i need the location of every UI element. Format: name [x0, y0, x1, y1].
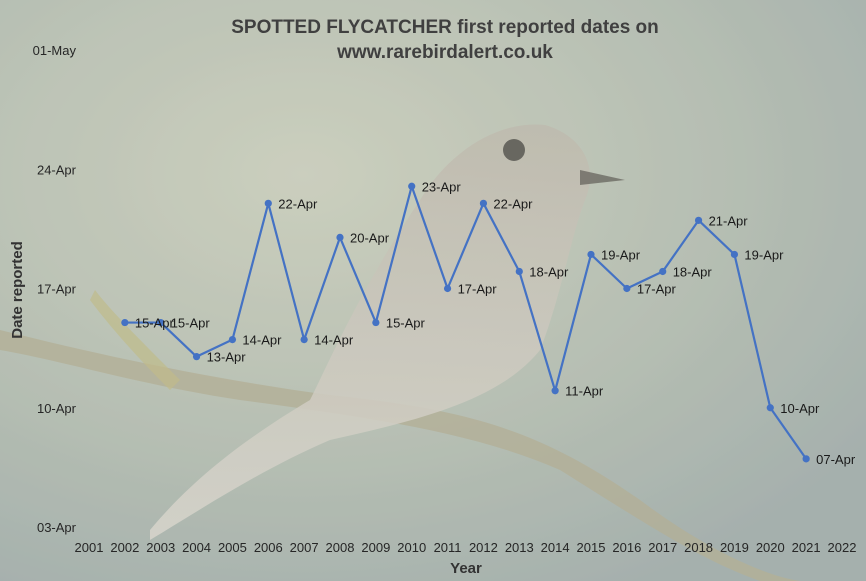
- y-tick-label: 10-Apr: [37, 401, 77, 416]
- data-label: 14-Apr: [242, 333, 282, 348]
- data-point: [228, 336, 237, 344]
- x-axis-ticks: 2001 2002 2003 2004 2005 2006 2007 2008 2009 2010…: [75, 540, 857, 555]
- chart-title-line-1: SPOTTED FLYCATCHER first reported dates …: [231, 17, 659, 38]
- x-tick-label: 2019: [720, 540, 749, 555]
- data-point: [694, 216, 703, 224]
- data-label: 22-Apr: [278, 196, 318, 211]
- data-point: [623, 284, 631, 293]
- chart-title-line-2: www.rarebirdalert.co.uk: [336, 42, 553, 63]
- data-point: [192, 353, 201, 361]
- data-point: [587, 250, 595, 259]
- x-tick-label: 2022: [828, 540, 857, 555]
- x-tick-label: 2010: [397, 540, 426, 555]
- data-label: 21-Apr: [709, 213, 749, 228]
- data-label: 14-Apr: [314, 333, 354, 348]
- data-label: 19-Apr: [601, 247, 641, 262]
- data-point: [730, 250, 739, 259]
- x-tick-label: 2007: [290, 540, 319, 555]
- x-tick-label: 2016: [612, 540, 641, 555]
- data-point: [551, 387, 559, 395]
- data-label: 10-Apr: [780, 401, 820, 416]
- x-tick-label: 2009: [361, 540, 390, 555]
- series-group: 15-Apr15-Apr13-Apr14-Apr22-Apr14-Apr20-A…: [121, 179, 856, 467]
- x-tick-label: 2004: [182, 540, 211, 555]
- x-axis-title: Year: [450, 560, 482, 577]
- data-label: 15-Apr: [135, 316, 175, 331]
- data-label: 18-Apr: [529, 264, 569, 279]
- x-tick-label: 2013: [505, 540, 534, 555]
- y-axis-title: Date reported: [9, 241, 26, 339]
- data-label: 15-Apr: [171, 316, 211, 331]
- x-tick-label: 2014: [541, 540, 570, 555]
- x-tick-label: 2003: [146, 540, 175, 555]
- y-axis-ticks: 03-Apr 10-Apr 17-Apr 24-Apr 01-May: [33, 43, 77, 535]
- data-point: [157, 318, 165, 327]
- x-tick-label: 2005: [218, 540, 247, 555]
- data-label: 18-Apr: [673, 264, 713, 279]
- data-point: [336, 233, 344, 241]
- x-tick-label: 2001: [75, 540, 104, 555]
- x-tick-label: 2008: [326, 540, 355, 555]
- data-point: [408, 182, 416, 190]
- data-label: 22-Apr: [493, 196, 533, 211]
- x-tick-label: 2011: [434, 540, 462, 555]
- x-tick-label: 2018: [684, 540, 713, 555]
- data-point: [443, 284, 452, 293]
- data-point: [766, 404, 774, 412]
- x-tick-label: 2021: [792, 540, 821, 555]
- x-tick-label: 2006: [254, 540, 283, 555]
- y-tick-label: 03-Apr: [37, 520, 77, 535]
- data-label: 19-Apr: [744, 247, 784, 262]
- data-point: [659, 267, 667, 276]
- data-point: [264, 199, 272, 207]
- data-label: 17-Apr: [637, 282, 677, 297]
- chart-title: SPOTTED FLYCATCHER first reported dates …: [231, 17, 659, 63]
- data-label: 17-Apr: [458, 282, 498, 297]
- x-tick-label: 2012: [469, 540, 498, 555]
- data-point: [479, 199, 488, 207]
- x-tick-label: 2015: [577, 540, 606, 555]
- x-tick-label: 2002: [110, 540, 139, 555]
- data-label: 11-Apr: [565, 384, 604, 399]
- data-point: [802, 455, 810, 463]
- data-point: [372, 318, 380, 327]
- y-tick-label: 24-Apr: [37, 162, 77, 177]
- x-tick-label: 2020: [756, 540, 785, 555]
- data-point: [300, 336, 308, 344]
- data-label: 20-Apr: [350, 230, 390, 245]
- data-label: 23-Apr: [422, 179, 462, 194]
- y-tick-label: 01-May: [33, 43, 77, 58]
- series-line: [124, 185, 808, 460]
- y-tick-label: 17-Apr: [37, 282, 77, 297]
- x-tick-label: 2017: [648, 540, 677, 555]
- data-point: [515, 267, 523, 276]
- data-label: 13-Apr: [207, 350, 247, 365]
- data-point: [121, 318, 129, 327]
- data-label: 15-Apr: [386, 316, 426, 331]
- data-label: 07-Apr: [816, 452, 856, 467]
